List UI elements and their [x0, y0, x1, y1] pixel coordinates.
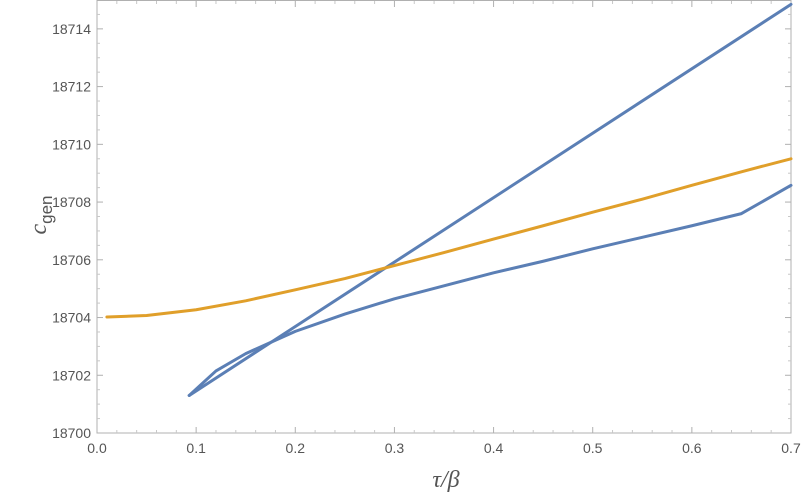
y-axis-title: cgen	[26, 195, 56, 234]
x-axis-ticks: 0.0 0.1 0.2 0.3 0.4 0.5 0.6 0.7	[87, 1, 801, 456]
series-layer	[105, 2, 793, 397]
x-tick-label: 0.0	[87, 440, 107, 456]
y-tick-label: 18700	[52, 425, 91, 441]
y-tick-label: 18708	[52, 194, 91, 210]
x-tick-label: 0.3	[385, 440, 405, 456]
plot-border	[96, 0, 792, 434]
x-tick-label: 0.5	[583, 440, 603, 456]
y-tick-label: 18702	[52, 367, 91, 383]
y-axis-ticks: 18700 18702 18704 18706 18708 18710 18712 18714	[52, 13, 791, 441]
plot-frame	[96, 0, 792, 434]
y-axis-title-main: c	[26, 224, 52, 235]
x-tick-label: 0.7	[781, 440, 801, 456]
y-tick-label: 18706	[52, 252, 91, 268]
x-axis-title: τ/β	[432, 467, 459, 492]
x-tick-label: 0.4	[484, 440, 504, 456]
y-tick-label: 18710	[52, 136, 91, 152]
y-axis-title-sub: gen	[37, 195, 56, 223]
x-tick-label: 0.1	[186, 440, 206, 456]
y-tick-label: 18704	[52, 310, 91, 326]
x-tick-label: 0.2	[286, 440, 306, 456]
y-tick-label: 18714	[52, 21, 91, 37]
y-tick-label: 18712	[52, 79, 91, 95]
series-line-1	[187, 2, 793, 397]
series-line-3	[105, 157, 793, 319]
series-line-2	[187, 183, 793, 397]
x-tick-label: 0.6	[682, 440, 702, 456]
